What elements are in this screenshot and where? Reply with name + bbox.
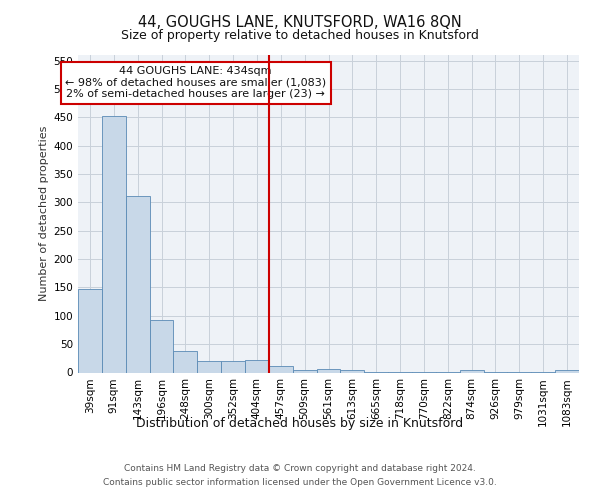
Text: Size of property relative to detached houses in Knutsford: Size of property relative to detached ho…: [121, 29, 479, 42]
Bar: [293, 370, 317, 372]
Bar: [555, 370, 579, 372]
Bar: [221, 361, 245, 372]
Bar: [245, 360, 269, 372]
Bar: [197, 361, 221, 372]
Bar: [126, 196, 149, 372]
Text: 44 GOUGHS LANE: 434sqm
← 98% of detached houses are smaller (1,083)
2% of semi-d: 44 GOUGHS LANE: 434sqm ← 98% of detached…: [65, 66, 326, 100]
Bar: [340, 370, 364, 372]
Bar: [149, 320, 173, 372]
Text: Contains public sector information licensed under the Open Government Licence v3: Contains public sector information licen…: [103, 478, 497, 487]
Text: Distribution of detached houses by size in Knutsford: Distribution of detached houses by size …: [136, 418, 464, 430]
Y-axis label: Number of detached properties: Number of detached properties: [39, 126, 49, 302]
Bar: [269, 366, 293, 372]
Bar: [78, 288, 102, 372]
Bar: [460, 370, 484, 372]
Text: Contains HM Land Registry data © Crown copyright and database right 2024.: Contains HM Land Registry data © Crown c…: [124, 464, 476, 473]
Bar: [317, 368, 340, 372]
Text: 44, GOUGHS LANE, KNUTSFORD, WA16 8QN: 44, GOUGHS LANE, KNUTSFORD, WA16 8QN: [138, 15, 462, 30]
Bar: [173, 351, 197, 372]
Bar: [102, 116, 126, 372]
